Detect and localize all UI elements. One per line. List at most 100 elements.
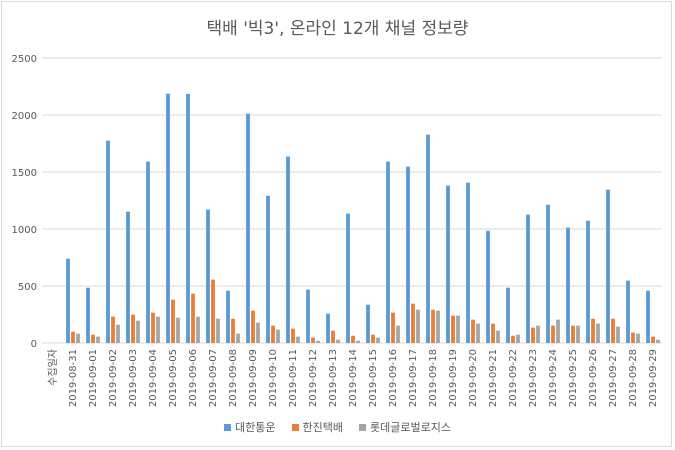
bar-대한통운 <box>326 313 330 343</box>
bar-롯데글로벌로지스 <box>156 316 160 343</box>
x-tick-label: 2019-09-21 <box>488 349 499 407</box>
bar-한진택배 <box>191 293 195 343</box>
bar-롯데글로벌로지스 <box>496 330 500 343</box>
x-tick-label: 2019-09-17 <box>408 349 419 407</box>
x-tick-label: 2019-09-24 <box>548 349 559 407</box>
x-tick-label: 2019-09-11 <box>288 349 299 407</box>
bar-한진택배 <box>411 303 415 343</box>
y-tick-label: 2000 <box>12 111 37 122</box>
bar-롯데글로벌로지스 <box>476 323 480 343</box>
legend-item: 대한통운 <box>224 419 276 435</box>
bar-한진택배 <box>211 279 215 343</box>
bar-롯데글로벌로지스 <box>196 316 200 343</box>
bar-대한통운 <box>506 287 510 343</box>
bar-롯데글로벌로지스 <box>256 322 260 343</box>
x-tick-label: 2019-09-14 <box>348 349 359 407</box>
bar-한진택배 <box>591 318 595 343</box>
bar-대한통운 <box>546 204 550 343</box>
bar-롯데글로벌로지스 <box>596 323 600 343</box>
x-tick-label: 2019-09-29 <box>648 349 659 407</box>
legend-swatch <box>359 423 366 431</box>
bar-롯데글로벌로지스 <box>356 340 360 343</box>
bar-롯데글로벌로지스 <box>576 325 580 343</box>
bar-한진택배 <box>151 312 155 343</box>
bar-롯데글로벌로지스 <box>656 339 660 343</box>
x-tick-label: 2019-09-25 <box>568 349 579 407</box>
legend-item: 한진택배 <box>291 419 343 435</box>
bar-대한통운 <box>466 182 470 343</box>
x-tick-label: 2019-09-19 <box>448 349 459 407</box>
bar-대한통운 <box>266 195 270 343</box>
bar-대한통운 <box>526 214 530 343</box>
bar-대한통운 <box>246 113 250 343</box>
x-tick-label: 2019-08-31 <box>68 349 79 407</box>
bar-롯데글로벌로지스 <box>536 325 540 343</box>
y-tick-label: 0 <box>31 339 37 350</box>
bar-한진택배 <box>371 334 375 343</box>
bar-롯데글로벌로지스 <box>336 339 340 343</box>
bar-대한통운 <box>566 227 570 343</box>
legend: 대한통운 한진택배 롯데글로벌로지스 <box>0 419 675 435</box>
x-tick-label: 수집일자 <box>47 349 59 386</box>
bar-한진택배 <box>291 328 295 343</box>
bar-한진택배 <box>171 299 175 343</box>
bar-롯데글로벌로지스 <box>76 333 80 343</box>
x-tick-label: 2019-09-06 <box>188 349 199 407</box>
x-tick-label: 2019-09-12 <box>308 349 319 407</box>
bar-한진택배 <box>111 316 115 343</box>
bar-롯데글로벌로지스 <box>316 340 320 343</box>
bar-대한통운 <box>66 258 70 343</box>
bar-대한통운 <box>226 290 230 343</box>
y-tick-label: 500 <box>18 282 37 293</box>
bar-대한통운 <box>386 161 390 343</box>
bar-한진택배 <box>491 323 495 343</box>
bar-롯데글로벌로지스 <box>396 325 400 343</box>
bar-한진택배 <box>311 337 315 343</box>
bar-롯데글로벌로지스 <box>516 334 520 343</box>
x-tick-label: 2019-09-05 <box>168 349 179 407</box>
bar-대한통운 <box>646 290 650 343</box>
bar-한진택배 <box>471 319 475 343</box>
bar-대한통운 <box>86 287 90 343</box>
legend-label: 대한통운 <box>235 421 276 434</box>
bar-롯데글로벌로지스 <box>136 320 140 343</box>
x-tick-label: 2019-09-04 <box>148 349 159 407</box>
bar-대한통운 <box>586 220 590 343</box>
bar-롯데글로벌로지스 <box>416 309 420 343</box>
bar-대한통운 <box>306 289 310 343</box>
bar-롯데글로벌로지스 <box>276 329 280 343</box>
bar-한진택배 <box>331 330 335 343</box>
legend-swatch <box>291 423 299 431</box>
y-tick-label: 1000 <box>12 225 37 236</box>
bar-대한통운 <box>626 280 630 343</box>
bar-한진택배 <box>631 332 635 343</box>
bar-대한통운 <box>606 189 610 343</box>
bar-한진택배 <box>231 318 235 343</box>
bar-한진택배 <box>271 325 275 343</box>
bar-한진택배 <box>431 309 435 343</box>
x-tick-label: 2019-09-23 <box>528 349 539 407</box>
bar-한진택배 <box>391 312 395 343</box>
legend-label: 롯데글로벌로지스 <box>370 421 451 434</box>
x-tick-label: 2019-09-15 <box>368 349 379 407</box>
bar-대한통운 <box>346 213 350 343</box>
x-tick-label: 2019-09-08 <box>228 349 239 407</box>
bar-대한통운 <box>126 211 130 343</box>
bar-롯데글로벌로지스 <box>216 318 220 343</box>
bar-대한통운 <box>486 230 490 343</box>
bar-한진택배 <box>131 314 135 343</box>
bar-대한통운 <box>166 93 170 343</box>
x-tick-label: 2019-09-18 <box>428 349 439 407</box>
x-tick-label: 2019-09-01 <box>88 349 99 407</box>
bar-롯데글로벌로지스 <box>556 319 560 343</box>
x-tick-label: 2019-09-16 <box>388 349 399 407</box>
bar-한진택배 <box>71 331 75 343</box>
bar-한진택배 <box>551 325 555 343</box>
x-tick-label: 2019-09-03 <box>128 349 139 407</box>
bar-대한통운 <box>446 185 450 343</box>
bar-대한통운 <box>146 161 150 343</box>
x-tick-label: 2019-09-02 <box>108 349 119 407</box>
bar-롯데글로벌로지스 <box>456 315 460 343</box>
